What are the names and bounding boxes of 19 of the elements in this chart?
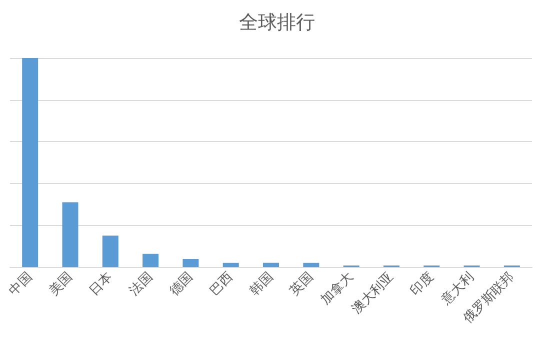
bar [303,262,320,267]
x-tick-label: 澳大利亚 [349,270,397,318]
x-tick-label: 德国 [167,270,196,299]
x-tick-label: 英国 [287,270,316,299]
bar [182,259,199,267]
bar [102,236,118,267]
bar [22,58,38,267]
chart-title: 全球排行 [239,12,315,34]
x-tick-label: 法国 [126,270,156,299]
bar [62,202,78,267]
x-tick-label: 美国 [46,268,76,299]
x-tick-label: 日本 [86,270,116,299]
x-tick-label: 韩国 [247,270,276,299]
bar [263,262,279,267]
x-tick-label: 巴西 [207,270,236,299]
bar [142,254,159,267]
x-tick-label: 印度 [407,268,437,299]
bar [222,262,239,267]
x-tick-label: 中国 [6,270,36,299]
